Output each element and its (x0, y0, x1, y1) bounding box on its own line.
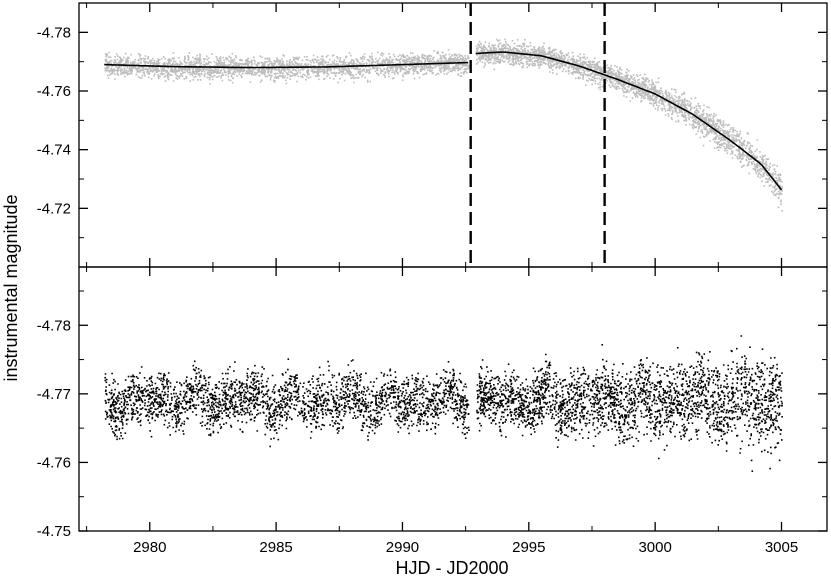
bottom-y-tick-label: -4.75 (37, 523, 71, 540)
x-axis-label: HJD - JD2000 (395, 558, 508, 578)
top-y-tick-label: -4.74 (37, 142, 71, 159)
bottom-detrended-points (104, 335, 783, 472)
axis-ticks (79, 3, 827, 532)
top-panel (104, 3, 784, 267)
bottom-y-tick-label: -4.77 (37, 386, 71, 403)
x-tick-label: 3000 (638, 539, 671, 556)
x-tick-label: 2995 (512, 539, 545, 556)
x-tick-label: 2990 (386, 539, 419, 556)
bottom-y-tick-label: -4.76 (37, 454, 71, 471)
x-tick-label: 2985 (259, 539, 292, 556)
top-points-segment-1 (104, 49, 470, 85)
fit-curve-1 (104, 61, 469, 69)
top-panel-frame (78, 2, 828, 268)
x-tick-label: 3005 (765, 539, 798, 556)
top-y-tick-label: -4.78 (37, 24, 71, 41)
fit-curve-2 (475, 51, 783, 191)
top-vertical-markers (469, 3, 606, 267)
bottom-points-segment-1 (104, 358, 470, 448)
top-points-segment-2 (475, 38, 784, 212)
panel-frames (78, 2, 828, 532)
top-y-tick-label: -4.76 (37, 83, 71, 100)
bottom-y-tick-label: -4.78 (37, 317, 71, 334)
axis-tick-labels: -4.78 -4.76 -4.74 -4.72 -4.78 -4.77 -4.76 -4.75… (37, 24, 798, 556)
top-y-tick-label: -4.72 (37, 200, 71, 217)
top-fit-curves (104, 51, 783, 191)
x-tick-label: 2980 (133, 539, 166, 556)
bottom-panel (104, 335, 783, 472)
y-axis-label: instrumental magnitude (1, 194, 21, 381)
bottom-panel-frame (78, 266, 828, 532)
top-raw-points (104, 38, 784, 212)
bottom-points-segment-2 (476, 335, 783, 472)
